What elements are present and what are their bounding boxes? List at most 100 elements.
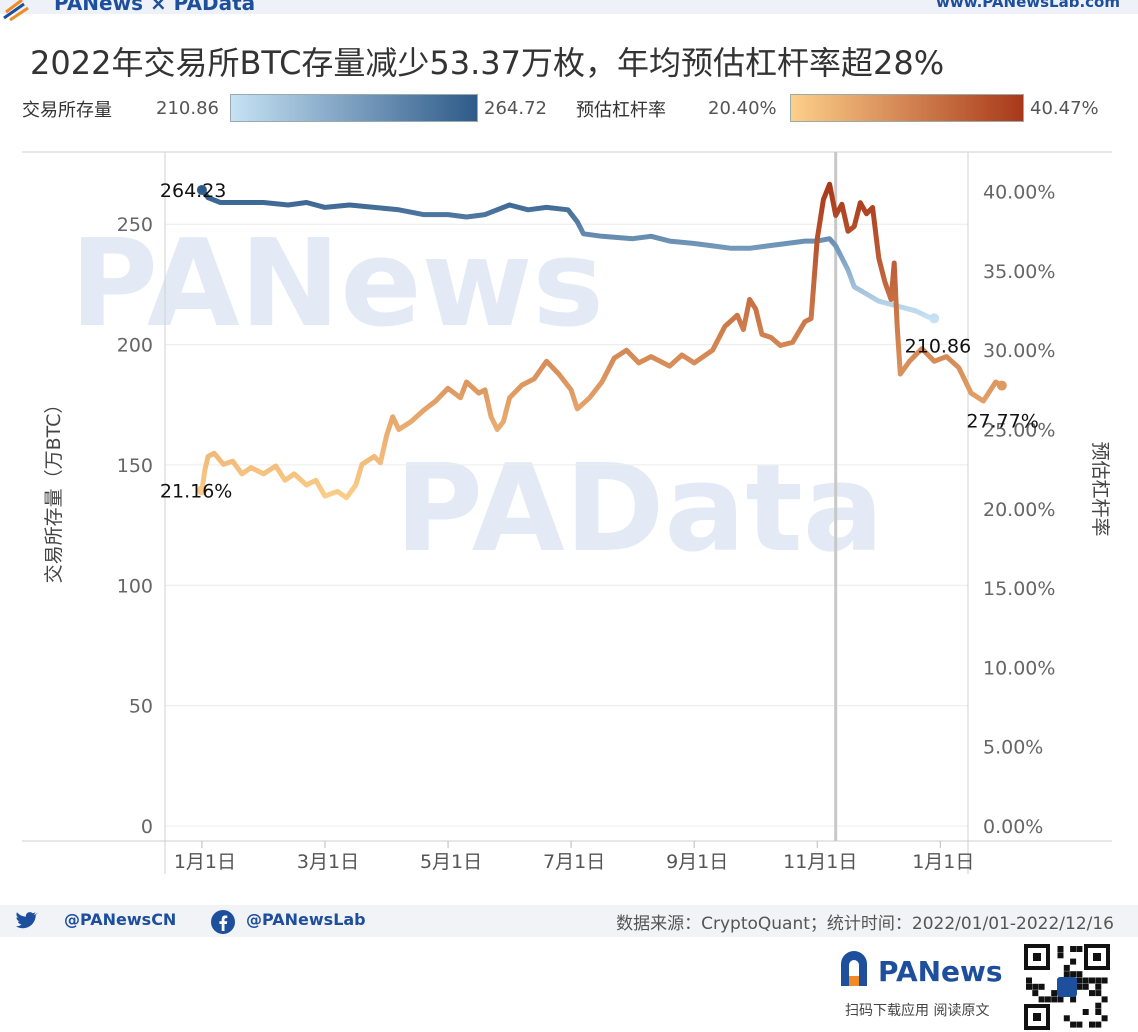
- watermark-padata: PAData: [395, 440, 884, 579]
- chart-axes: 0 50 100 150 200 250 0.00% 5.00% 10.00% 15.00% 20.…: [22, 152, 1112, 874]
- chart-grid: [22, 151, 1112, 827]
- x-tick-label: 1月1日: [174, 851, 236, 873]
- series-end-point: [996, 380, 1007, 391]
- footer-bar: [0, 905, 1138, 937]
- qr-code-icon[interactable]: [1022, 942, 1112, 1032]
- right-tick-label: 30.00%: [983, 340, 1055, 362]
- qr-cell: [1032, 990, 1039, 997]
- qr-cell: [1038, 983, 1045, 990]
- qr-cell: [1044, 996, 1051, 1003]
- right-tick-label: 15.00%: [983, 578, 1055, 600]
- qr-cell: [1076, 971, 1083, 978]
- series-line-reserve: [199, 187, 937, 321]
- qr-cell: [1076, 977, 1083, 984]
- qr-cell: [1063, 971, 1070, 978]
- scan-instruction: 扫码下载应用 阅读原文: [845, 1003, 990, 1019]
- left-tick-label: 100: [117, 575, 153, 597]
- left-tick-label: 0: [141, 816, 153, 838]
- qr-cell: [1095, 1002, 1102, 1009]
- right-tick-label: 20.00%: [983, 499, 1055, 521]
- data-label: 21.16%: [160, 480, 232, 502]
- qr-cell: [1101, 977, 1108, 984]
- facebook-icon[interactable]: [210, 909, 236, 935]
- qr-cell: [1089, 990, 1095, 997]
- left-tick-label: 50: [129, 696, 153, 718]
- legend-reserve-label: 交易所存量: [22, 100, 112, 121]
- qr-cell: [1057, 952, 1064, 959]
- qr-cell: [1095, 1009, 1102, 1015]
- qr-cell: [1076, 946, 1083, 952]
- x-tick-label: 3月1日: [297, 851, 359, 873]
- qr-cell: [1070, 996, 1077, 1003]
- data-source-note: 数据来源：CryptoQuant；统计时间：2022/01/01-2022/12…: [616, 914, 1114, 934]
- qr-cell: [1032, 983, 1039, 990]
- legend-leverage-min: 20.40%: [708, 98, 777, 119]
- right-axis-title: 预估杠杆率: [1089, 441, 1111, 536]
- legend-leverage-label: 预估杠杆率: [576, 100, 666, 121]
- right-tick-label: 25.00%: [983, 420, 1055, 442]
- qr-cell: [1038, 996, 1045, 1003]
- qr-cell: [1057, 946, 1064, 952]
- qr-cell: [1051, 996, 1058, 1003]
- panews-logo-icon: [841, 951, 867, 986]
- series-start-point: [196, 485, 207, 496]
- top-banner: [0, 0, 1138, 14]
- right-tick-label: 5.00%: [983, 737, 1043, 759]
- twitter-handle[interactable]: @PANewsCN: [64, 910, 177, 929]
- panews-logo-icon: [3, 0, 29, 22]
- qr-cell: [1089, 1021, 1095, 1028]
- series-start-point: [196, 184, 207, 195]
- left-axis-title: 交易所存量（万BTC）: [43, 395, 65, 584]
- qr-cell: [1095, 983, 1102, 990]
- qr-cell: [1101, 996, 1108, 1003]
- qr-cell: [1076, 983, 1083, 990]
- legend-reserve-max: 264.72: [484, 98, 547, 119]
- qr-cell: [1082, 983, 1089, 990]
- qr-cell: [1076, 1021, 1083, 1028]
- qr-cell: [1095, 990, 1102, 997]
- legend-leverage-max: 40.47%: [1030, 98, 1099, 119]
- qr-cell: [1057, 996, 1064, 1003]
- footer-brand: PANews: [878, 955, 1003, 988]
- right-tick-label: 35.00%: [983, 261, 1055, 283]
- qr-cell: [1070, 971, 1077, 978]
- qr-cell: [1082, 1009, 1089, 1015]
- qr-cell: [1089, 977, 1095, 984]
- right-tick-label: 40.00%: [983, 182, 1055, 204]
- facebook-handle[interactable]: @PANewsLab: [246, 910, 366, 929]
- chart-labels: 264.23 210.86 21.16% 27.77%: [160, 180, 1039, 502]
- x-tick-label: 7月1日: [543, 851, 605, 873]
- header-brand: PANews × PAData: [54, 0, 256, 15]
- x-tick-label: 9月1日: [666, 851, 728, 873]
- data-label: 264.23: [160, 180, 226, 202]
- page-title: 2022年交易所BTC存量减少53.37万枚，年均预估杠杆率超28%: [30, 44, 945, 82]
- series-line-leverage: [199, 181, 1005, 501]
- watermark-panews: PANews: [70, 215, 604, 354]
- qr-cell: [1070, 946, 1077, 952]
- data-label: 27.77%: [966, 411, 1038, 433]
- right-tick-label: 0.00%: [983, 816, 1043, 838]
- twitter-icon[interactable]: [14, 911, 38, 931]
- x-tick-label: 5月1日: [420, 851, 482, 873]
- right-tick-label: 10.00%: [983, 657, 1055, 679]
- legend-reserve-gradient: [230, 94, 478, 122]
- left-tick-label: 250: [117, 214, 153, 236]
- qr-cell: [1095, 1021, 1102, 1028]
- legend-reserve-min: 210.86: [156, 98, 219, 119]
- left-tick-label: 150: [117, 455, 153, 477]
- qr-cell: [1063, 1015, 1070, 1022]
- header-site-link[interactable]: www.PANewsLab.com: [936, 0, 1120, 11]
- x-tick-label: 1月1日: [912, 851, 974, 873]
- line-chart: PANews PAData 0 50 100 150 200 250 0.00% 5.00% 10…: [22, 151, 1112, 874]
- qr-cell: [1063, 964, 1070, 971]
- legend-leverage-gradient: [790, 94, 1024, 122]
- qr-cell: [1026, 983, 1032, 990]
- qr-cell: [1101, 1015, 1108, 1022]
- qr-cell: [1026, 977, 1032, 984]
- left-tick-label: 200: [117, 335, 153, 357]
- qr-cell: [1070, 958, 1077, 965]
- qr-cell: [1082, 977, 1089, 984]
- qr-cell: [1051, 990, 1058, 997]
- qr-cell: [1095, 977, 1102, 984]
- chart-series: [196, 181, 1007, 501]
